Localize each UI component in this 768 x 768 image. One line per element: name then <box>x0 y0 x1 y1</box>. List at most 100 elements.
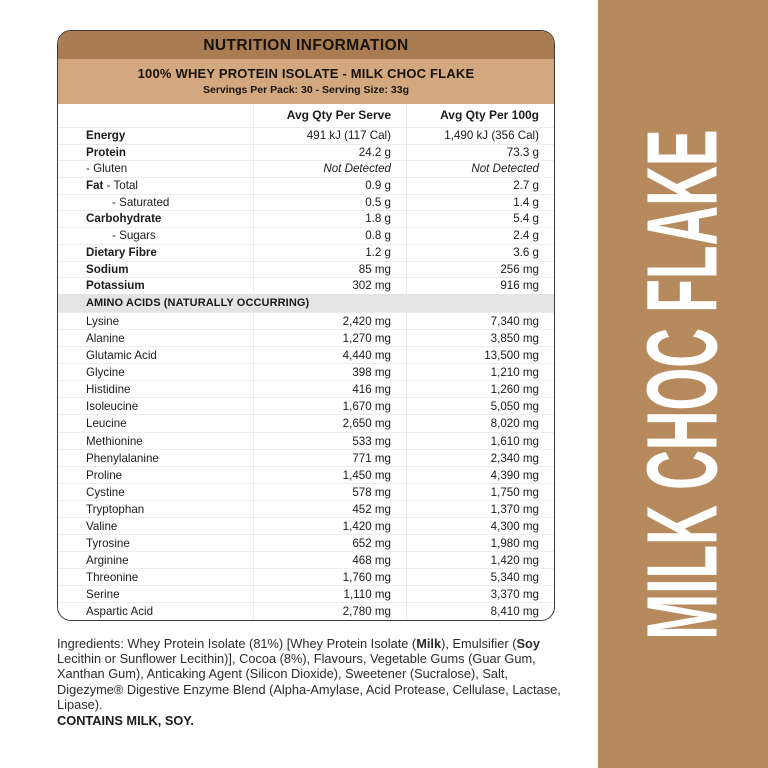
serving-info: Servings Per Pack: 30 - Serving Size: 33… <box>202 84 409 96</box>
amino-acid-row: Tryptophan 452 mg 1,370 mg <box>58 499 554 518</box>
amino-acid-row: Proline 1,450 mg 4,390 mg <box>58 465 554 484</box>
amino-name: Methionine <box>86 434 143 448</box>
amino-per100-value: 1,260 mg <box>406 381 554 399</box>
amino-acid-row: Glutamic Acid 4,440 mg 13,500 mg <box>58 346 554 365</box>
amino-per100-value: 1,370 mg <box>406 500 554 518</box>
nutrient-per100-value: 73.3 g <box>406 144 554 162</box>
nutrient-serve-value: 85 mg <box>253 261 406 279</box>
amino-serve-value: 1,670 mg <box>253 398 406 416</box>
amino-serve-value: 652 mg <box>253 535 406 553</box>
nutrient-row: - Sugars 0.8 g 2.4 g <box>58 227 554 245</box>
amino-per100-value: 3,370 mg <box>406 586 554 604</box>
nutrient-name: - Sugars <box>112 229 156 243</box>
nutrient-name: - Saturated <box>112 195 170 209</box>
amino-name: Cystine <box>86 485 125 499</box>
nutrient-serve-value: 302 mg <box>253 278 406 295</box>
nutrient-per100-value: 5.4 g <box>406 211 554 229</box>
ingredients-text: ), Emulsifier ( <box>441 636 517 651</box>
amino-serve-value: 578 mg <box>253 483 406 501</box>
nutrient-row: - Gluten Not Detected Not Detected <box>58 160 554 179</box>
nutrient-serve-value: 0.5 g <box>253 194 406 212</box>
amino-serve-value: 1,450 mg <box>253 466 406 484</box>
nutrient-per100-value: 1.4 g <box>406 194 554 212</box>
amino-name: Phenylalanine <box>86 451 159 465</box>
amino-per100-value: 13,500 mg <box>406 347 554 365</box>
amino-name: Lysine <box>86 314 120 328</box>
nutrient-name: Protein <box>86 145 126 159</box>
amino-per100-value: 1,980 mg <box>406 535 554 553</box>
amino-per100-value: 4,300 mg <box>406 518 554 536</box>
amino-acid-row: Isoleucine 1,670 mg 5,050 mg <box>58 397 554 416</box>
nutrient-rows: Energy 491 kJ (117 Cal) 1,490 kJ (356 Cal)… <box>58 127 554 295</box>
nutrient-serve-value: 1.8 g <box>253 211 406 229</box>
amino-serve-value: 2,420 mg <box>253 312 406 330</box>
amino-name: Proline <box>86 468 123 482</box>
amino-acid-rows: Lysine 2,420 mg 7,340 mg Alanine 1,270 mg 3,8… <box>58 311 554 620</box>
nutrition-panel: NUTRITION INFORMATION 100% WHEY PROTEIN … <box>57 30 555 621</box>
amino-per100-value: 7,340 mg <box>406 312 554 330</box>
amino-per100-value: 1,750 mg <box>406 483 554 501</box>
nutrient-row: Fat - Total 0.9 g 2.7 g <box>58 177 554 195</box>
product-title: 100% WHEY PROTEIN ISOLATE - MILK CHOC FL… <box>137 66 475 81</box>
nutrient-per100-value: 2.7 g <box>406 178 554 195</box>
nutrient-per100-value: 256 mg <box>406 261 554 279</box>
amino-serve-value: 1,420 mg <box>253 518 406 536</box>
amino-acid-row: Arginine 468 mg 1,420 mg <box>58 551 554 570</box>
amino-serve-value: 2,650 mg <box>253 415 406 433</box>
amino-per100-value: 5,050 mg <box>406 398 554 416</box>
amino-acid-row: Aspartic Acid 2,780 mg 8,410 mg <box>58 602 554 620</box>
nutrient-per100-value: 3.6 g <box>406 244 554 262</box>
col-header-blank <box>58 104 253 127</box>
nutrient-name: Fat - Total <box>86 179 138 193</box>
amino-per100-value: 8,020 mg <box>406 415 554 433</box>
amino-per100-value: 1,420 mg <box>406 552 554 570</box>
amino-per100-value: 8,410 mg <box>406 603 554 620</box>
column-header-row: Avg Qty Per Serve Avg Qty Per 100g <box>58 104 554 127</box>
flavor-sidebar: MILK CHOC FLAKE <box>598 0 768 768</box>
nutrient-per100-value: 916 mg <box>406 278 554 295</box>
nutrient-name: Potassium <box>86 279 145 293</box>
amino-serve-value: 2,780 mg <box>253 603 406 620</box>
amino-acid-row: Leucine 2,650 mg 8,020 mg <box>58 414 554 433</box>
nutrient-row: Potassium 302 mg 916 mg <box>58 277 554 295</box>
allergen-emphasis: Soy <box>516 636 540 651</box>
allergen-emphasis: Milk <box>416 636 442 651</box>
amino-acid-row: Histidine 416 mg 1,260 mg <box>58 380 554 399</box>
amino-acid-row: Phenylalanine 771 mg 2,340 mg <box>58 448 554 467</box>
ingredients-block: Ingredients: Whey Protein Isolate (81%) … <box>57 636 563 728</box>
nutrient-row: Sodium 85 mg 256 mg <box>58 260 554 279</box>
amino-serve-value: 398 mg <box>253 364 406 382</box>
amino-name: Glycine <box>86 366 125 380</box>
amino-serve-value: 468 mg <box>253 552 406 570</box>
amino-serve-value: 1,110 mg <box>253 586 406 604</box>
ingredients-paragraph: Ingredients: Whey Protein Isolate (81%) … <box>57 636 563 712</box>
amino-per100-value: 5,340 mg <box>406 569 554 587</box>
amino-name: Isoleucine <box>86 400 139 414</box>
amino-name: Aspartic Acid <box>86 605 154 619</box>
nutrient-per100-value: 1,490 kJ (356 Cal) <box>406 128 554 145</box>
nutrient-serve-value: 0.8 g <box>253 228 406 245</box>
amino-acid-row: Glycine 398 mg 1,210 mg <box>58 363 554 382</box>
nutrient-serve-value: 491 kJ (117 Cal) <box>253 128 406 145</box>
nutrient-name: Dietary Fibre <box>86 245 157 259</box>
amino-acid-row: Lysine 2,420 mg 7,340 mg <box>58 311 554 330</box>
nutrient-serve-value: 24.2 g <box>253 144 406 162</box>
amino-acid-row: Cystine 578 mg 1,750 mg <box>58 482 554 501</box>
nutrient-name: Sodium <box>86 262 129 276</box>
amino-per100-value: 3,850 mg <box>406 329 554 348</box>
nutrient-name: Energy <box>86 129 126 142</box>
product-band: 100% WHEY PROTEIN ISOLATE - MILK CHOC FL… <box>58 59 554 104</box>
amino-name: Valine <box>86 520 118 533</box>
nutrient-row: Energy 491 kJ (117 Cal) 1,490 kJ (356 Cal) <box>58 127 554 145</box>
flavor-label: MILK CHOC FLAKE <box>626 128 739 640</box>
col-header-per100: Avg Qty Per 100g <box>406 104 554 127</box>
nutrient-per100-value: 2.4 g <box>406 228 554 245</box>
nutrient-serve-value: 0.9 g <box>253 178 406 195</box>
amino-name: Alanine <box>86 331 125 345</box>
amino-name: Serine <box>86 588 120 602</box>
nutrient-serve-value: 1.2 g <box>253 244 406 262</box>
amino-name: Glutamic Acid <box>86 349 157 363</box>
nutrient-row: Carbohydrate 1.8 g 5.4 g <box>58 210 554 229</box>
amino-per100-value: 1,610 mg <box>406 432 554 450</box>
nutrient-per100-value: Not Detected <box>406 161 554 179</box>
